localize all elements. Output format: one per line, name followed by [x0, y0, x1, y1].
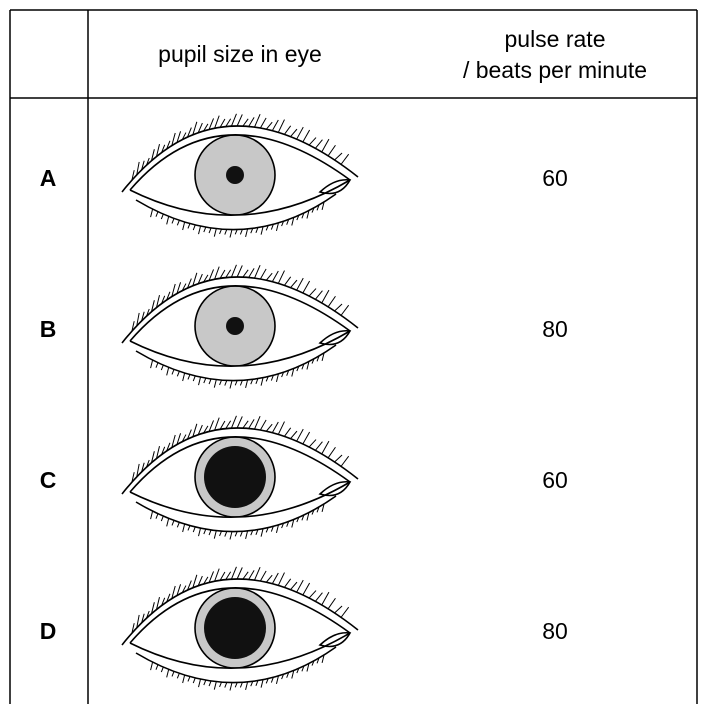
pulse-rate: 80: [542, 618, 568, 644]
pulse-rate: 60: [542, 467, 568, 493]
row-label: B: [40, 316, 57, 342]
header-pulse: pulse rate: [504, 26, 605, 52]
row-label: A: [40, 165, 57, 191]
row-label: D: [40, 618, 57, 644]
row-label: C: [40, 467, 57, 493]
header-pulse: / beats per minute: [463, 57, 647, 83]
eye-a: [122, 114, 358, 238]
table: pupil size in eye pulse rate / beats per…: [0, 0, 702, 704]
header-pupil: pupil size in eye: [158, 41, 322, 67]
pulse-rate: 80: [542, 316, 568, 342]
page: pupil size in eye pulse rate / beats per…: [0, 0, 702, 704]
grid: [10, 10, 697, 704]
eye-b: [122, 265, 358, 389]
pulse-rate: 60: [542, 165, 568, 191]
eye-c: [122, 416, 358, 540]
eye-d: [122, 567, 358, 691]
